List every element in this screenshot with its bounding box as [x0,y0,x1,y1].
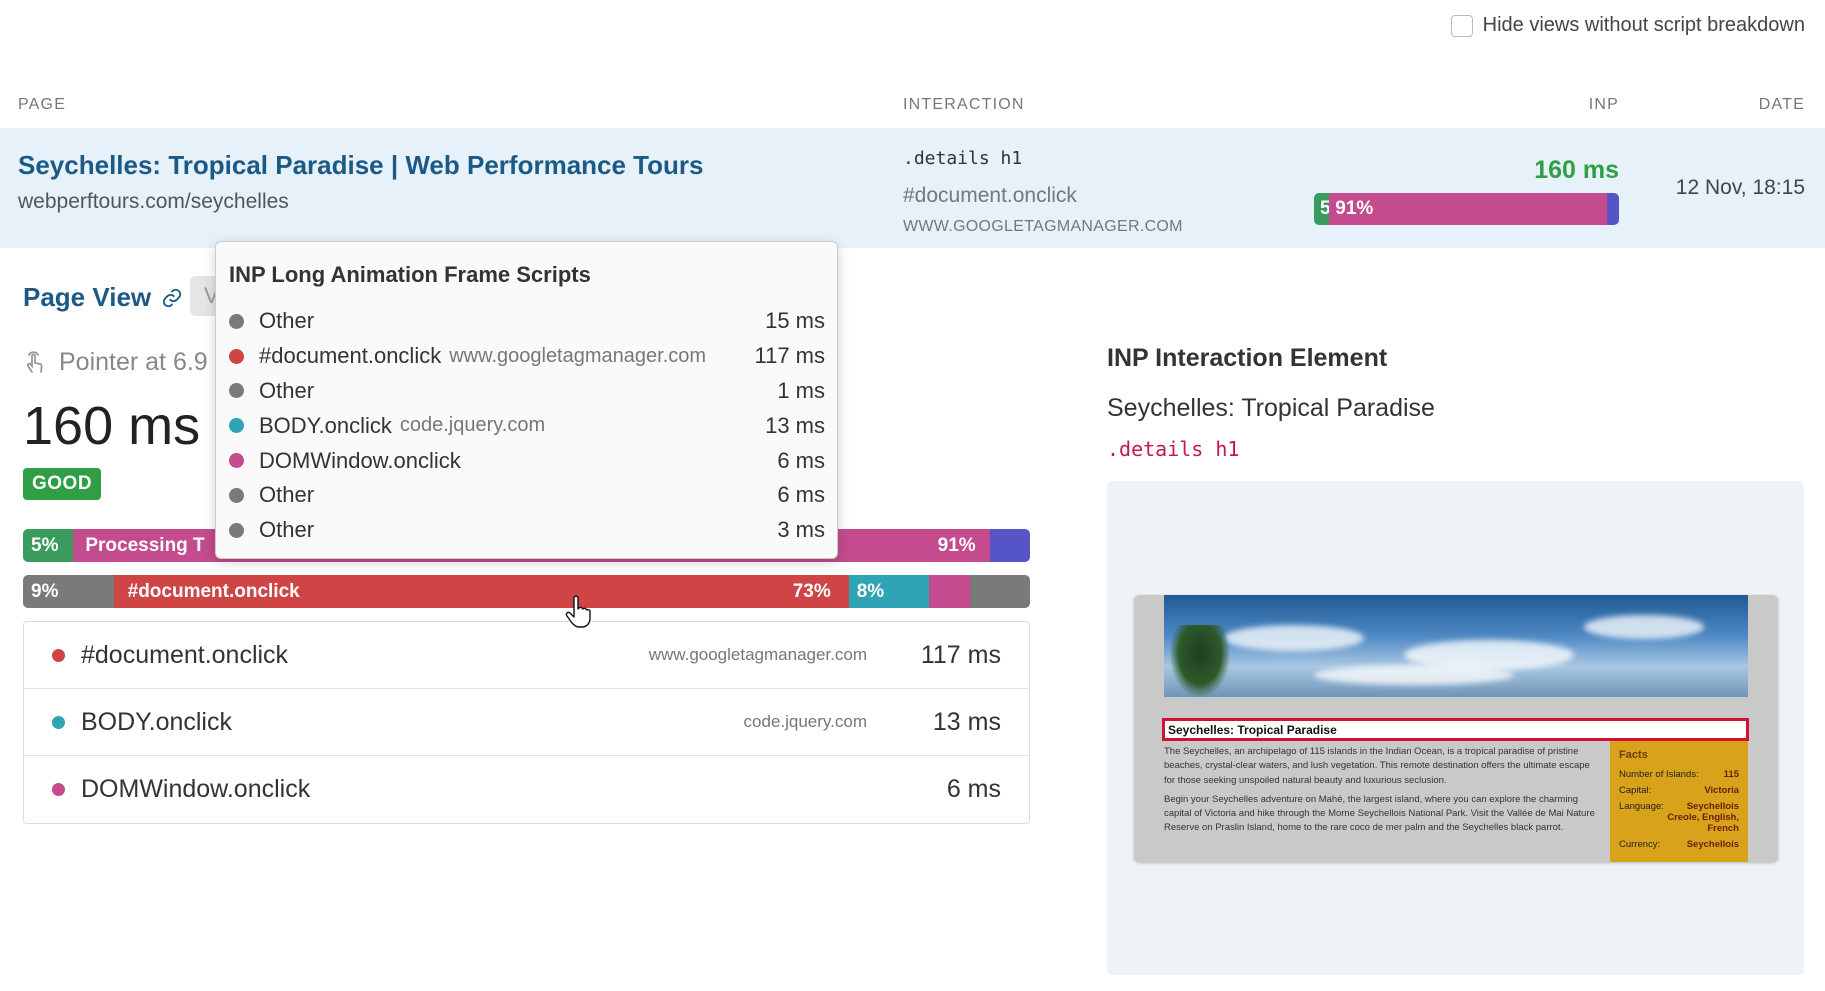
column-header-date[interactable]: DATE [1758,96,1805,113]
inp-large-value: 160 ms [23,396,201,456]
preview-body-text: The Seychelles, an archipelago of 115 is… [1164,746,1595,834]
script-name: #document.onclick [81,640,289,669]
inp-breakdown-bar[interactable]: 5%91% [1314,193,1619,225]
script-domain: code.jquery.com [743,712,867,731]
script-color-dot [52,648,65,662]
hide-views-checkbox[interactable] [1450,14,1473,37]
interaction-element-title: Seychelles: Tropical Paradise [1107,394,1435,422]
tooltip-row: Other 6 ms [229,478,825,513]
window-script-segment[interactable] [929,575,970,608]
script-domain: www.googletagmanager.com [648,645,867,664]
interaction-type: Pointer at 6.9 [23,348,208,377]
processing-label: Processing T [85,534,205,556]
tooltip-dot [229,383,244,399]
gtm-segment-name: #document.onclick [127,580,300,602]
inp-value: 160 ms [1534,156,1619,184]
tooltip-dot [229,453,244,469]
column-header-page[interactable]: PAGE [18,96,67,113]
column-header-interaction[interactable]: INTERACTION [903,96,1025,113]
script-row[interactable]: DOMWindow.onclick 6 ms [24,756,1029,823]
tooltip-row: Other 1 ms [229,374,825,409]
remaining-scripts-segment[interactable] [969,575,1030,608]
tooltip-list: Other 15 ms #document.onclick www.googleta… [229,304,825,548]
script-name: BODY.onclick [81,707,232,736]
interaction-domain: WWW.GOOGLETAGMANAGER.COM [903,218,1183,235]
page-view-title[interactable]: Page View [23,282,152,312]
script-color-dot [52,715,65,729]
hero-sky-image [1164,595,1748,697]
script-row[interactable]: BODY.onclick code.jquery.com 13 ms [24,689,1029,756]
row-date: 12 Nov, 18:15 [1675,176,1805,199]
element-screenshot: Seychelles: Tropical Paradise The Seyche… [1134,595,1778,862]
row-bar-segment[interactable]: 91% [1329,193,1607,225]
tooltip-row: Other 3 ms [229,513,825,548]
script-name: DOMWindow.onclick [81,775,311,803]
pointer-text: Pointer at 6.9 [59,348,208,376]
tap-icon [23,350,47,376]
presentation-delay-segment[interactable] [989,529,1030,562]
column-header-inp[interactable]: INP [1588,96,1619,113]
table-header: PAGE INTERACTION INP DATE [0,96,1825,120]
jquery-script-segment[interactable]: 8% [848,575,930,608]
tooltip-dot [229,487,244,503]
rating-badge: GOOD [23,468,102,500]
gtm-script-segment[interactable]: #document.onclick 73% [113,575,849,608]
hide-views-toggle[interactable]: Hide views without script breakdown [1450,14,1805,37]
row-bar-segment[interactable] [1606,193,1619,225]
processing-pct: 91% [937,534,976,556]
tooltip-dot [229,522,244,538]
script-duration: 117 ms [920,640,1001,669]
tooltip-row: DOMWindow.onclick 6 ms [229,443,825,478]
input-delay-segment[interactable]: 5% [23,529,74,562]
page-url: webperftours.com/seychelles [18,190,289,213]
interaction-element-heading: INP Interaction Element [1107,344,1388,372]
loaf-scripts-tooltip: INP Long Animation Frame Scripts Other 15… [215,241,838,559]
gtm-segment-pct: 73% [792,580,831,602]
hand-pointer-cursor [565,595,593,629]
interaction-element-selector: .details h1 [1107,437,1240,461]
link-icon[interactable] [161,287,183,309]
other-scripts-segment[interactable]: 9% [23,575,114,608]
interaction-script: #document.onclick [903,184,1077,207]
tooltip-row: Other 15 ms [229,304,825,339]
palm-tree-image [1170,625,1230,697]
highlighted-element: Seychelles: Tropical Paradise [1162,718,1749,741]
script-row[interactable]: #document.onclick www.googletagmanager.c… [24,622,1029,689]
tooltip-row: #document.onclick www.googletagmanager.co… [229,339,825,374]
row-bar-segment[interactable]: 5% [1314,193,1330,225]
page-view-row[interactable]: Seychelles: Tropical Paradise | Web Perf… [0,128,1825,248]
interaction-selector: .details h1 [903,148,1023,169]
script-breakdown-bar[interactable]: 9% #document.onclick 73% 8% [23,575,1030,608]
page-title-link[interactable]: Seychelles: Tropical Paradise | Web Perf… [18,150,704,180]
preview-facts-box: Facts Number of Islands: 115 Capital: Vict… [1610,741,1748,862]
tooltip-row: BODY.onclick code.jquery.com 13 ms [229,408,825,443]
tooltip-dot [229,418,244,434]
script-duration: 6 ms [946,775,1001,803]
tooltip-title: INP Long Animation Frame Scripts [229,262,591,287]
tooltip-dot [229,313,244,329]
element-preview-panel: Seychelles: Tropical Paradise The Seyche… [1107,481,1804,975]
hide-views-label[interactable]: Hide views without script breakdown [1482,14,1805,36]
tooltip-dot [229,348,244,364]
page-view-heading[interactable]: Page View [23,282,183,313]
script-duration: 13 ms [932,707,1001,736]
script-color-dot [52,783,65,796]
script-list: #document.onclick www.googletagmanager.c… [23,621,1030,824]
